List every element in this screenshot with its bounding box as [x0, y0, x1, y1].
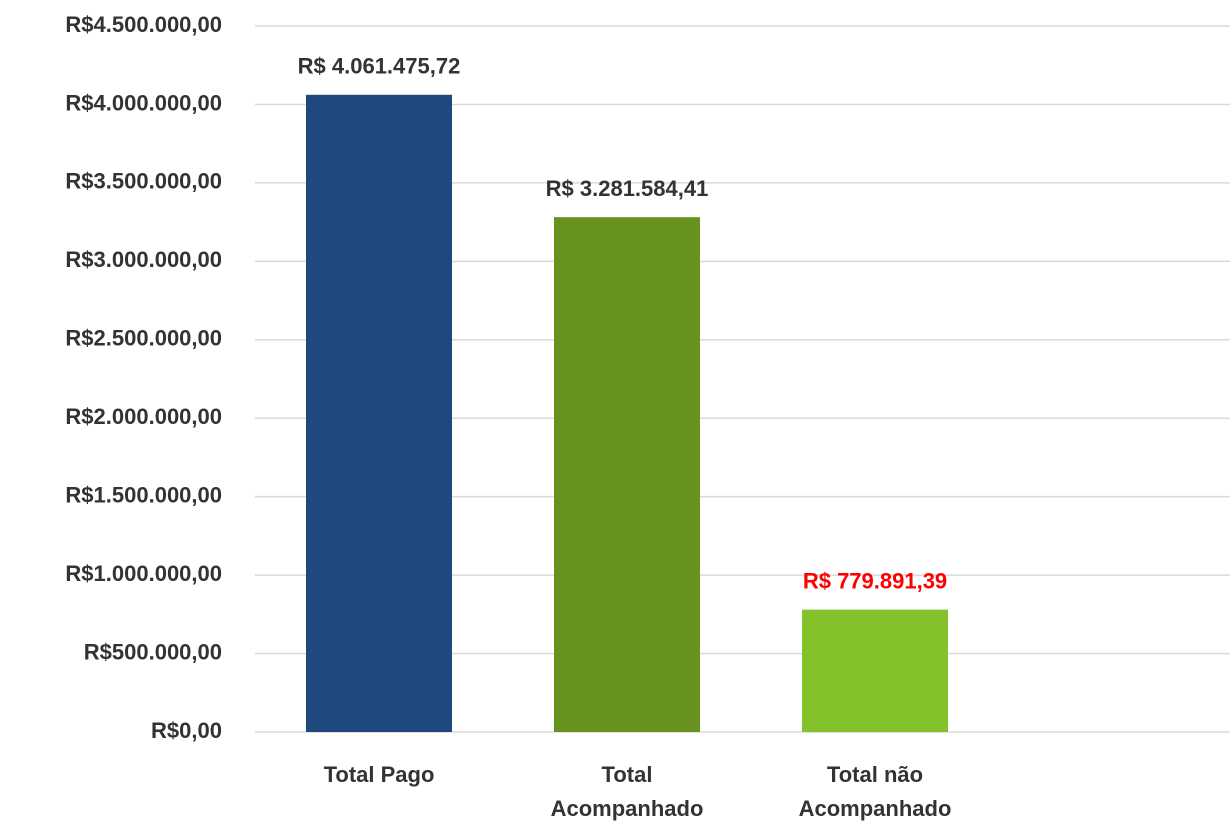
x-tick-label: Total Acompanhado: [550, 762, 704, 821]
value-label: R$ 4.061.475,72: [298, 54, 461, 79]
value-label: R$ 3.281.584,41: [546, 176, 709, 201]
y-tick-label: R$4.500.000,00: [65, 12, 222, 37]
y-tick-label: R$2.000.000,00: [65, 404, 222, 429]
y-tick-label: R$2.500.000,00: [65, 326, 222, 351]
y-tick-label: R$3.000.000,00: [65, 247, 222, 272]
y-tick-label: R$3.500.000,00: [65, 169, 222, 194]
x-tick-label: Total Pago: [323, 762, 435, 787]
y-tick-label: R$1.500.000,00: [65, 482, 222, 507]
bar: [306, 94, 452, 733]
value-label: R$ 779.891,39: [803, 568, 947, 593]
y-tick-label: R$1.000.000,00: [65, 561, 222, 586]
y-tick-label: R$500.000,00: [84, 639, 222, 664]
x-tick-label: Total não Acompanhado: [798, 762, 952, 821]
y-tick-label: R$4.000.000,00: [65, 90, 222, 115]
bar: [802, 609, 948, 732]
bar: [554, 217, 700, 732]
y-tick-label: R$0,00: [151, 718, 222, 743]
